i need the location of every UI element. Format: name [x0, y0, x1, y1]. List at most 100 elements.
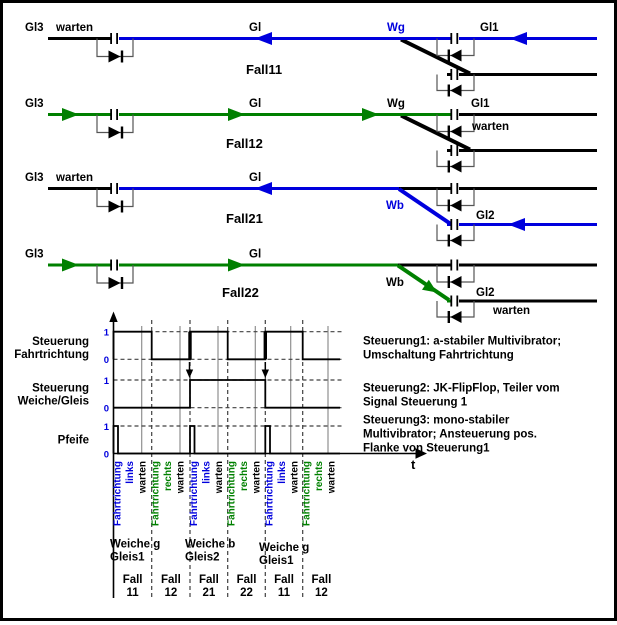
rail-joint-tick — [450, 219, 453, 230]
level-1-label: 1 — [104, 376, 110, 387]
phase-label: warten — [214, 461, 225, 494]
diode-bar — [120, 126, 124, 139]
gleis-label: Gleis2 — [185, 552, 220, 564]
rail-joint-tick — [456, 259, 459, 271]
t-axis-label: t — [411, 457, 416, 472]
diode-icon — [450, 234, 462, 247]
phase-label: Fahrtrichtung — [264, 461, 275, 526]
gleis-label: Gleis1 — [110, 552, 145, 564]
rail-joint-tick — [110, 109, 112, 120]
signal1-label-line1: Steuerung — [32, 336, 89, 348]
rail-joint-tick — [450, 259, 453, 271]
rail-joint-tick — [456, 219, 459, 230]
direction-arrow-left-icon — [255, 32, 272, 45]
label-gl3: Gl3 — [25, 249, 44, 261]
phase-label: links — [125, 461, 136, 484]
diode-bar — [447, 311, 450, 323]
label-gl: Gl — [249, 249, 261, 261]
level-1-label: 1 — [104, 328, 110, 339]
direction-arrow-right-icon — [362, 108, 379, 121]
rail-joint-tick — [456, 109, 459, 120]
direction-arrow-diagonal-icon — [422, 279, 437, 293]
note1-line2: Umschaltung Fahrtrichtung — [363, 350, 514, 362]
signal1-label-line2: Fahrtrichtung — [14, 349, 89, 361]
case-title: Fall22 — [222, 285, 259, 300]
waveform-steuerung-fahrtrichtung — [112, 330, 340, 361]
diode-bar — [447, 234, 450, 247]
label-warten: warten — [492, 305, 530, 317]
fall-section-label: Fall — [161, 574, 181, 586]
label-weiche-wg: Wg — [387, 98, 405, 110]
rail-joint-tick — [456, 295, 459, 307]
weiche-label: Weiche g — [110, 539, 160, 551]
switch-branch-line — [400, 113, 471, 152]
rail-joint-tick — [110, 33, 112, 44]
rail-joint-tick — [456, 145, 459, 156]
phase-label: Fahrtrichtung — [113, 461, 124, 526]
level-0-label: 0 — [104, 450, 109, 461]
label-gl3: Gl3 — [25, 22, 44, 34]
track-diagram-fall11: Gl3 warten Gl Wg Gl1 Fall11 — [25, 22, 597, 97]
y-axis-arrow-icon — [109, 311, 118, 322]
label-gl: Gl — [249, 98, 261, 110]
diode-icon — [108, 200, 121, 213]
phase-label: links — [277, 461, 288, 484]
level-0-label: 0 — [104, 404, 109, 415]
direction-arrow-left-icon — [510, 32, 527, 45]
fall-section-number: 12 — [165, 587, 178, 599]
rail-joint-tick — [450, 109, 453, 120]
rail-joint-tick — [450, 295, 453, 307]
note2-line1: Steuerung2: JK-FlipFlop, Teiler vom — [363, 383, 560, 395]
gleis-label: Gleis1 — [259, 555, 294, 567]
weiche-label: Weiche b — [185, 539, 235, 551]
label-weiche-wb: Wb — [386, 277, 404, 289]
diode-icon — [108, 50, 121, 63]
diode-bar — [447, 49, 450, 62]
phase-label: Fahrtrichtung — [302, 461, 313, 526]
fall-section-label: Fall — [274, 574, 294, 586]
note3-line2: Multivibrator; Ansteuerung pos. — [363, 429, 537, 441]
diode-icon — [450, 125, 462, 138]
phase-label: warten — [138, 461, 149, 494]
diode-icon — [108, 277, 121, 289]
note3-line1: Steuerung3: mono-stabiler — [363, 415, 510, 427]
rail-joint-tick — [450, 69, 453, 80]
fall-section-label: Fall — [199, 574, 219, 586]
fall-section-label: Fall — [311, 574, 331, 586]
rail-joint-tick — [450, 145, 453, 156]
rail-joint-tick — [116, 259, 118, 271]
note2-line2: Signal Steuerung 1 — [363, 397, 468, 409]
diode-bar — [447, 276, 450, 288]
label-gl1: Gl1 — [471, 98, 490, 110]
direction-arrow-left-icon — [508, 218, 525, 231]
label-weiche-wg: Wg — [387, 22, 405, 34]
label-gl2: Gl2 — [476, 210, 495, 222]
track-diagram-fall22: Gl3 Gl Wb Gl2 warten Fall22 — [25, 249, 597, 323]
diode-icon — [450, 160, 462, 173]
label-gl: Gl — [249, 22, 261, 34]
label-warten: warten — [55, 22, 93, 34]
level-1-label: 1 — [104, 422, 110, 433]
level-0-label: 0 — [104, 355, 109, 366]
rail-joint-tick — [116, 33, 118, 44]
t-axis-arrow-icon — [415, 448, 427, 459]
waveform-pfeife — [112, 425, 340, 455]
case-title: Fall12 — [226, 136, 263, 151]
rail-joint-tick — [116, 109, 118, 120]
diode-bar — [120, 50, 124, 63]
signal2-label-line2: Weiche/Gleis — [18, 396, 89, 408]
direction-arrow-right-icon — [62, 108, 79, 121]
direction-arrow-right-icon — [228, 108, 245, 121]
direction-arrow-right-icon — [62, 258, 79, 272]
track-diagram-fall21: Gl3 warten Gl Wb Gl2 Fall21 — [25, 172, 597, 247]
label-gl3: Gl3 — [25, 98, 44, 110]
diode-bar — [447, 199, 450, 212]
rail-joint-tick — [450, 33, 453, 44]
diode-icon — [450, 84, 462, 97]
edge-arrow-down-icon — [185, 369, 194, 378]
switch-branch-line — [400, 37, 471, 76]
rail-joint-tick — [110, 259, 112, 271]
label-warten: warten — [55, 172, 93, 184]
case-title: Fall11 — [246, 62, 282, 77]
